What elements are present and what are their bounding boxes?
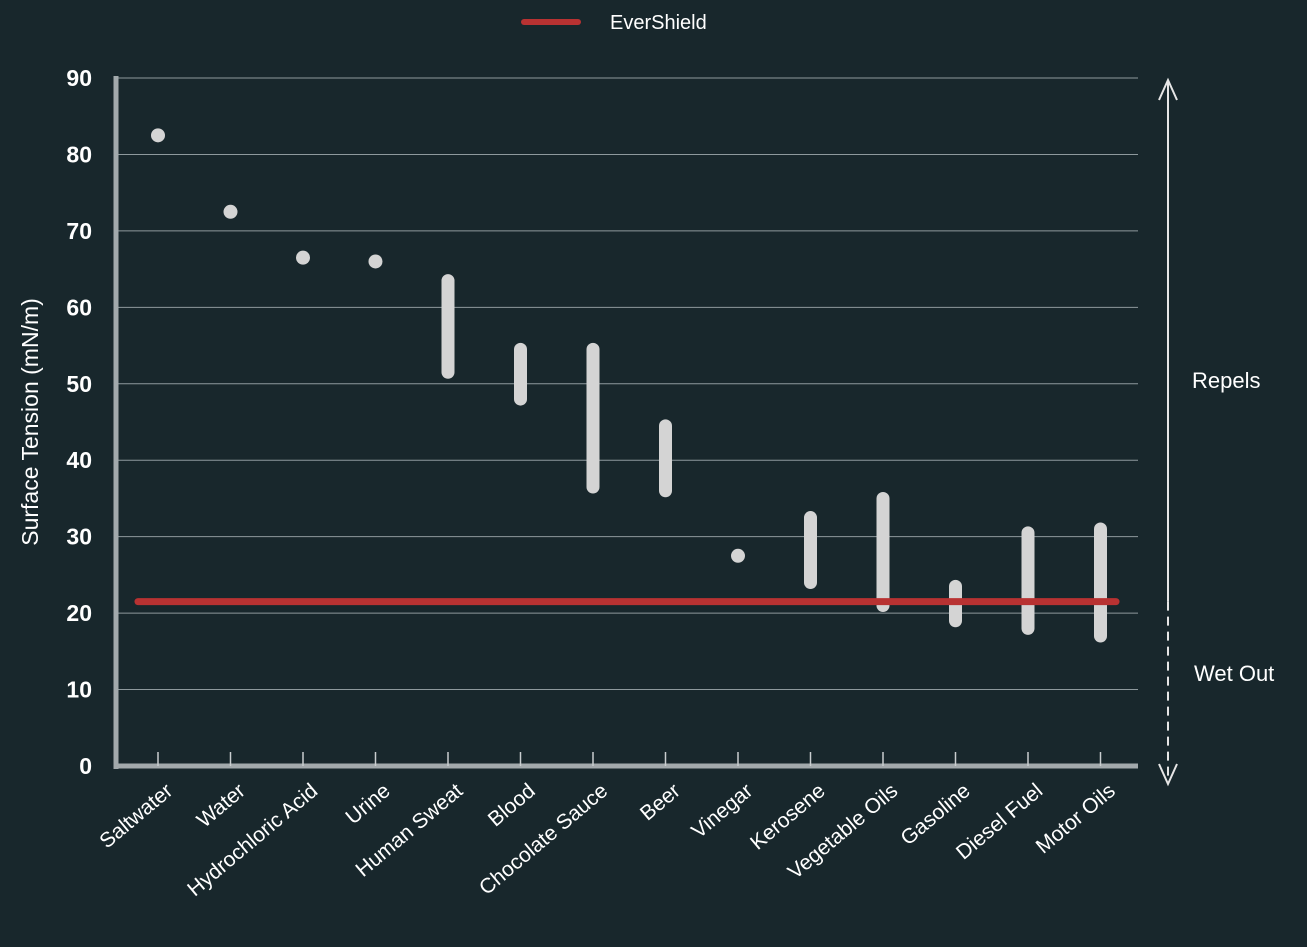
data-marks [151, 128, 1107, 643]
y-tick-label: 50 [66, 371, 92, 397]
data-point [296, 250, 310, 265]
x-tick-label: Motor Oils [1032, 779, 1120, 858]
y-tick-label: 40 [66, 447, 92, 473]
y-tick-label: 30 [66, 524, 92, 550]
data-point [368, 254, 383, 269]
y-tick-label: 70 [66, 218, 92, 244]
x-tick-label: Blood [484, 779, 540, 831]
axes [113, 76, 1138, 769]
y-tick-label: 20 [66, 600, 92, 626]
data-point [151, 128, 165, 143]
y-tick-label: 80 [66, 141, 92, 167]
y-tick-label: 0 [79, 753, 92, 779]
x-tick-label: Saltwater [95, 779, 177, 853]
repels-label: Repels [1192, 368, 1260, 393]
grid-lines [116, 77, 1138, 691]
data-point [731, 548, 745, 563]
repels-arrow-head [1158, 77, 1178, 101]
x-tick-label: Vinegar [687, 779, 757, 843]
wet-out-label: Wet Out [1194, 661, 1274, 686]
zone-annotations: Repels Wet Out [1158, 77, 1274, 787]
x-tick-label: Chocolate Sauce [475, 779, 612, 899]
x-tick-label: Hydrochloric Acid [183, 779, 322, 901]
axis-labels: 0 10 20 30 40 50 60 70 80 90 Saltwater WaterHydroch… [17, 65, 1120, 901]
y-tick-label: 60 [66, 294, 92, 320]
x-tick-label: Urine [341, 779, 394, 829]
y-axis-title: Surface Tension (mN/m) [17, 298, 43, 546]
wet-out-arrow-head [1158, 763, 1178, 787]
legend-label-evershield: EverShield [610, 12, 707, 34]
data-point [223, 204, 238, 219]
x-tick-label: Beer [636, 779, 685, 825]
y-tick-label: 90 [66, 65, 92, 91]
y-tick-label: 10 [66, 677, 92, 703]
x-tick-label: Water [193, 779, 250, 832]
legend: EverShield [521, 12, 707, 34]
